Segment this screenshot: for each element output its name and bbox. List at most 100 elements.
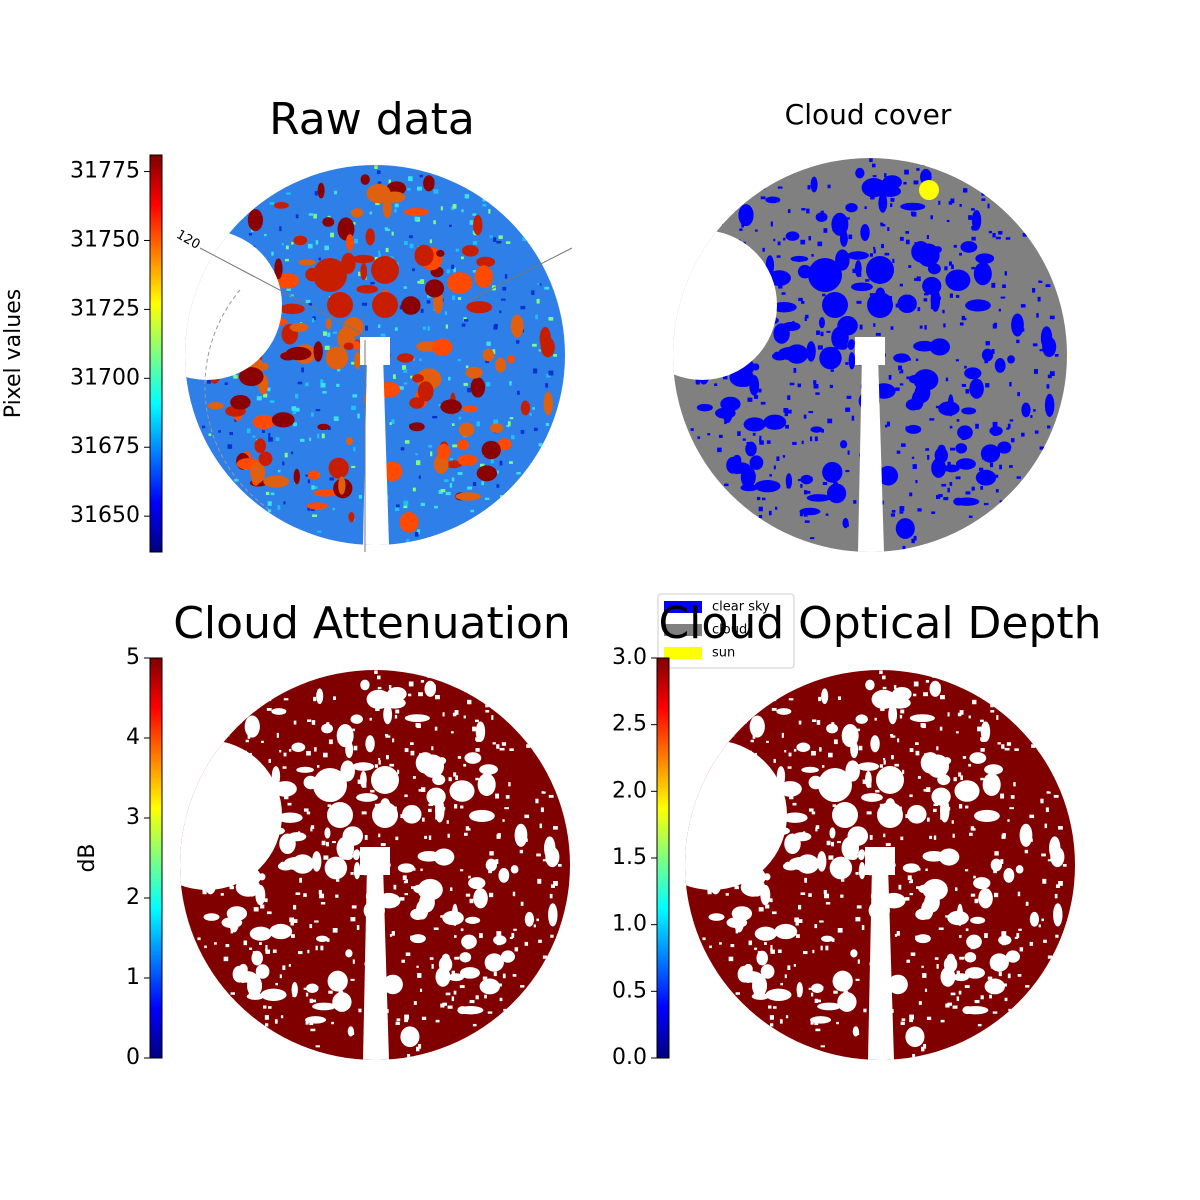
image-speck [431,746,434,751]
image-speck [427,326,430,331]
image-speck [415,453,418,456]
image-blob [929,338,951,356]
image-blob [462,405,478,413]
image-speck [389,934,393,937]
mask [673,230,777,380]
image-speck [232,718,235,723]
image-speck [501,742,507,746]
image-speck [884,173,887,178]
image-speck [827,418,833,424]
image-speck [967,682,970,685]
image-speck [429,239,432,244]
image-blob [847,340,855,350]
image-speck [218,488,222,493]
image-blob [475,721,486,742]
image-speck [227,734,230,737]
image-speck [411,268,415,272]
image-speck [998,230,1003,235]
image-speck [529,175,535,180]
image-speck [1037,196,1043,202]
image-speck [428,835,432,840]
image-speck [789,382,795,386]
image-speck [237,527,242,531]
image-speck [934,957,939,960]
image-speck [279,749,282,753]
image-blob [433,848,455,866]
image-speck [419,174,423,178]
image-speck [364,834,368,840]
image-speck [742,438,746,441]
image-speck [495,859,499,864]
image-speck [288,165,292,170]
image-speck [464,1053,467,1058]
image-speck [816,720,821,725]
image-speck [983,502,989,506]
image-speck [557,864,562,867]
image-speck [969,1053,972,1058]
image-speck [989,688,995,692]
image-speck [231,227,234,230]
image-speck [915,358,919,362]
image-blob [1053,903,1063,927]
image-speck [568,983,570,986]
image-blob [893,353,910,363]
image-speck [705,542,709,546]
image-speck [974,898,979,904]
image-speck [542,681,547,686]
image-speck [1001,931,1007,937]
image-speck [958,990,962,995]
image-speck [913,681,919,687]
image-speck [434,695,440,700]
image-speck [1066,548,1067,552]
image-speck [673,166,676,170]
image-body [673,158,1067,552]
image-blob [403,207,429,216]
image-speck [525,503,531,507]
image-blob [400,1026,420,1048]
colorbar-tick-label: 31675 [70,434,140,459]
image-speck [405,879,408,884]
image-blob [440,399,462,414]
image-speck [389,763,395,767]
image-speck [980,777,984,781]
image-blob [990,858,1003,872]
image-speck [434,726,438,731]
image-blob [848,352,856,370]
image-speck [553,528,557,533]
image-speck [404,748,409,753]
image-speck [271,251,274,256]
image-speck [930,215,933,220]
image-speck [981,191,985,196]
image-speck [964,365,967,369]
image-blob [989,426,1003,436]
image-speck [817,345,823,350]
image-speck [723,375,728,380]
image-speck [290,934,295,938]
image-speck [185,705,190,709]
image-speck [449,458,454,463]
image-speck [418,788,422,792]
image-speck [464,687,468,691]
image-speck [988,531,993,537]
image-speck [773,758,776,763]
image-speck [307,507,311,511]
image-speck [453,772,457,777]
image-speck [1016,932,1020,938]
image-speck [509,381,512,386]
image-speck [947,487,950,493]
image-speck [411,886,415,889]
image-speck [358,1008,362,1013]
image-blob [271,412,295,428]
image-blob [839,440,848,449]
image-blob [810,426,823,433]
image-speck [815,825,820,829]
image-speck [180,763,183,766]
image-speck [295,214,299,219]
image-speck [756,496,761,501]
image-blob [857,850,865,861]
image-blob [255,964,270,979]
image-blob [455,492,481,501]
image-speck [908,265,912,268]
image-speck [419,358,422,361]
image-speck [773,238,776,242]
